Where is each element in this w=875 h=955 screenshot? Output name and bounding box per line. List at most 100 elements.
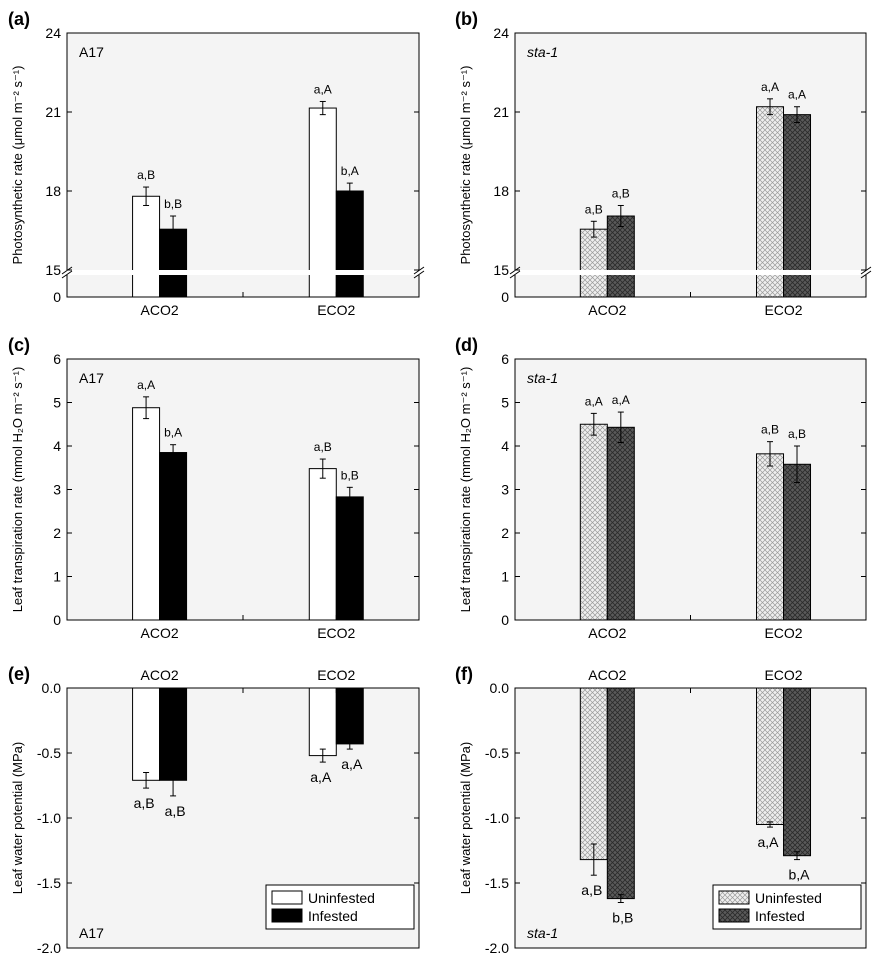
- panel-b: a,B a,B a,A a,A 0 15 18 21 24 ACO2 ECO2 (b) sta-1 Pho…: [455, 9, 872, 318]
- bar-infested-eco2: [335, 687, 364, 745]
- y-tick-label: 21: [45, 104, 61, 120]
- data-label: b,A: [164, 426, 182, 440]
- data-label: b,B: [341, 468, 359, 482]
- legend-swatch-infested: [718, 908, 750, 923]
- y-tick-label: -1.5: [485, 875, 509, 891]
- legend-label-uninfested: Uninfested: [308, 890, 375, 906]
- bar-uninfested-aco2: [579, 228, 608, 298]
- x-tick-label: ACO2: [141, 302, 179, 318]
- x-tick-label: ECO2: [317, 302, 355, 318]
- axis-break-gap: [66, 270, 420, 275]
- y-tick-label: 18: [493, 183, 509, 199]
- data-label: b,B: [164, 197, 182, 211]
- bar-uninfested-aco2: [132, 195, 161, 298]
- y-tick-label: 2: [53, 525, 61, 541]
- y-tick-label: 3: [501, 482, 509, 498]
- y-tick-label: -2.0: [485, 940, 509, 955]
- y-tick-label: 0.0: [490, 680, 510, 696]
- axis-break-gap: [514, 270, 867, 275]
- data-label: b,A: [789, 867, 811, 883]
- bar-infested-eco2: [783, 463, 812, 621]
- y-tick-label: 18: [45, 183, 61, 199]
- y-tick-label: 24: [45, 25, 61, 41]
- legend-label-infested: Infested: [308, 908, 358, 924]
- data-label: a,B: [788, 427, 806, 441]
- bar-infested-eco2: [335, 190, 364, 298]
- y-tick-label: 15: [493, 262, 509, 278]
- genotype-label: A17: [79, 925, 104, 941]
- y-tick-label: 15: [45, 262, 61, 278]
- bar-uninfested-eco2: [308, 468, 337, 621]
- bar-infested-aco2: [606, 215, 635, 298]
- y-axis-label: Leaf transpiration rate (mmol H₂O m⁻² s⁻…: [458, 367, 473, 613]
- data-label: a,B: [761, 423, 779, 437]
- x-tick-label: ECO2: [764, 667, 802, 683]
- y-tick-label: 4: [53, 438, 61, 454]
- bar-uninfested-aco2: [579, 687, 608, 861]
- data-label: a,B: [585, 202, 603, 216]
- bar-uninfested-aco2: [132, 407, 161, 621]
- legend-label-infested: Infested: [755, 908, 805, 924]
- data-label: a,A: [612, 393, 630, 407]
- y-tick-label: 4: [501, 438, 509, 454]
- y-tick-label: 0: [501, 612, 509, 628]
- plot-area: [515, 33, 866, 297]
- x-tick-label: ECO2: [317, 667, 355, 683]
- y-tick-label: 0: [501, 289, 509, 305]
- y-tick-label: 21: [493, 104, 509, 120]
- y-tick-label: 6: [53, 351, 61, 367]
- data-label: a,A: [310, 769, 332, 785]
- y-tick-label: 0: [53, 289, 61, 305]
- x-tick-label: ECO2: [317, 625, 355, 641]
- legend-label-uninfested: Uninfested: [755, 890, 822, 906]
- data-label: a,B: [612, 186, 630, 200]
- panel-letter: (e): [8, 664, 30, 684]
- y-tick-label: 5: [53, 395, 61, 411]
- panel-letter: (b): [455, 9, 478, 29]
- y-tick-label: 2: [501, 525, 509, 541]
- y-axis-label: Leaf water potential (MPa): [10, 742, 25, 894]
- data-label: a,B: [134, 795, 155, 811]
- bar-infested-eco2: [783, 114, 812, 298]
- panel-e: a,B a,B a,A a,A 0.0 -0.5 -1.0 -1.5 -2.0 ACO2 ECO2 (…: [8, 664, 420, 955]
- genotype-label: sta-1: [527, 44, 558, 60]
- genotype-label: sta-1: [527, 925, 558, 941]
- x-tick-label: ACO2: [141, 625, 179, 641]
- legend: Uninfested Infested: [265, 884, 415, 930]
- data-label: a,A: [761, 80, 779, 94]
- data-label: a,B: [137, 168, 155, 182]
- panel-letter: (c): [8, 335, 30, 355]
- y-tick-label: 0.0: [42, 680, 62, 696]
- panel-f: a,B b,B a,A b,A 0.0 -0.5 -1.0 -1.5 -2.0 ACO2 ECO2 (…: [455, 664, 867, 955]
- bar-infested-aco2: [606, 426, 635, 621]
- genotype-label: A17: [79, 370, 104, 386]
- bar-infested-eco2: [783, 687, 812, 857]
- bar-uninfested-eco2: [756, 687, 785, 825]
- data-label: a,A: [314, 82, 332, 96]
- y-tick-label: 24: [493, 25, 509, 41]
- bar-uninfested-aco2: [132, 687, 161, 781]
- panel-d: a,A a,A a,B a,B 0 1 2 3 4 5 6 ACO2 ECO2 (d) sta-1 Leaf …: [455, 335, 867, 641]
- plot-area: [67, 33, 419, 297]
- y-tick-label: -1.0: [485, 810, 509, 826]
- x-tick-label: ACO2: [588, 625, 626, 641]
- data-label: a,A: [758, 834, 780, 850]
- x-tick-label: ECO2: [764, 625, 802, 641]
- panel-a: a,B b,B a,A b,A 0 15 18 21 24 ACO2 ECO2 (a) A17 Photo…: [8, 9, 425, 318]
- break-mark: [860, 270, 872, 279]
- data-label: b,A: [341, 164, 359, 178]
- data-label: a,B: [314, 440, 332, 454]
- data-label: a,A: [137, 378, 155, 392]
- data-label: a,B: [581, 882, 602, 898]
- x-tick-label: ECO2: [764, 302, 802, 318]
- y-axis-label: Photosynthetic rate (μmol m⁻² s⁻¹): [10, 66, 25, 265]
- bar-infested-eco2: [335, 496, 364, 621]
- data-label: b,B: [612, 910, 633, 926]
- data-label: a,A: [788, 88, 806, 102]
- y-tick-label: 1: [53, 569, 61, 585]
- y-tick-label: -0.5: [485, 745, 509, 761]
- legend-swatch-infested: [271, 908, 303, 923]
- y-tick-label: 5: [501, 395, 509, 411]
- bar-uninfested-eco2: [308, 687, 337, 757]
